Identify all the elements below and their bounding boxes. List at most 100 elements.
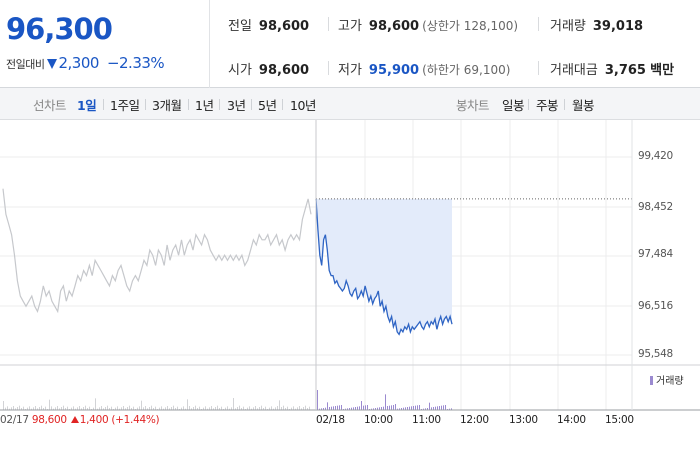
volume-bar bbox=[141, 400, 142, 410]
volume-bar bbox=[251, 408, 252, 410]
low-value: 95,900 bbox=[368, 63, 420, 78]
volume-bar bbox=[445, 405, 446, 410]
volume-bar bbox=[193, 407, 194, 410]
volume-bar bbox=[37, 408, 38, 410]
candle-chart-label: 봉차트 bbox=[456, 98, 490, 113]
volume-bar bbox=[439, 406, 440, 410]
volume-bar bbox=[263, 408, 264, 410]
volume-bar bbox=[435, 406, 436, 410]
divider bbox=[251, 99, 252, 110]
tab-weekly-candle[interactable]: 주봉 bbox=[536, 98, 559, 113]
volume-bar bbox=[309, 406, 310, 410]
volume-bar bbox=[287, 406, 288, 410]
x-tick-label: 13:00 bbox=[509, 414, 538, 426]
x-tick-label: 15:00 bbox=[605, 414, 634, 426]
volume-bar bbox=[241, 408, 242, 410]
tab-3m[interactable]: 3개월 bbox=[152, 98, 182, 113]
volume-bar bbox=[165, 407, 166, 410]
down-triangle-icon bbox=[47, 59, 58, 69]
trade-value: 3,765 bbox=[604, 63, 646, 78]
volume-bar bbox=[65, 408, 66, 410]
volume-bar bbox=[373, 408, 374, 410]
volume-bar bbox=[169, 408, 170, 410]
volume-bar bbox=[29, 406, 30, 410]
volume-bar bbox=[35, 406, 36, 410]
tab-10y[interactable]: 10년 bbox=[290, 98, 316, 113]
volume-bar bbox=[207, 408, 208, 410]
prev-day-change: 1,400 bbox=[79, 414, 109, 426]
volume-bar bbox=[443, 405, 444, 410]
volume-bar bbox=[111, 406, 112, 410]
volume-bar bbox=[217, 405, 218, 410]
volume-bar bbox=[161, 406, 162, 410]
tab-1d[interactable]: 1일 bbox=[77, 98, 97, 113]
volume-bar bbox=[405, 407, 406, 410]
tab-5y[interactable]: 5년 bbox=[258, 98, 277, 113]
tab-monthly-candle[interactable]: 월봉 bbox=[572, 98, 595, 113]
tab-1w[interactable]: 1주일 bbox=[110, 98, 140, 113]
volume-bar bbox=[393, 405, 394, 410]
tab-daily-candle[interactable]: 일봉 bbox=[502, 98, 525, 113]
volume-bar bbox=[61, 407, 62, 410]
open-cell: 시가 98,600 bbox=[228, 59, 309, 78]
volume-bar bbox=[271, 406, 272, 410]
volume-bar bbox=[377, 407, 378, 410]
divider bbox=[538, 17, 539, 31]
chart-frame bbox=[0, 120, 700, 411]
volume-bar bbox=[55, 407, 56, 410]
current-price-box: 96,300 전일대비 2,300 −2.33% bbox=[0, 0, 210, 88]
prev-close-label: 전일 bbox=[228, 19, 252, 34]
volume-bar bbox=[355, 407, 356, 410]
volume-bar bbox=[97, 408, 98, 410]
volume-bar bbox=[253, 407, 254, 410]
y-tick-label: 98,452 bbox=[638, 201, 673, 213]
lower-limit: (하한가 69,100) bbox=[422, 63, 511, 77]
prev-day-price: 98,600 bbox=[31, 414, 67, 426]
volume-bar bbox=[341, 405, 342, 410]
volume-bar bbox=[367, 405, 368, 410]
volume-bar bbox=[173, 405, 174, 410]
prev-day-price-line bbox=[2, 188, 312, 314]
trade-value-cell: 거래대금 3,765 백만 bbox=[550, 59, 674, 78]
x-tick-label: 12:00 bbox=[460, 414, 489, 426]
x-tick-label: 11:00 bbox=[412, 414, 441, 426]
volume-bar bbox=[243, 406, 244, 410]
volume-bar bbox=[71, 407, 72, 410]
high-value: 98,600 bbox=[368, 19, 420, 34]
volume-bar bbox=[401, 408, 402, 410]
volume-bar bbox=[203, 407, 204, 410]
volume-bar bbox=[123, 406, 124, 410]
tab-3y[interactable]: 3년 bbox=[227, 98, 246, 113]
volume-bar bbox=[399, 408, 400, 410]
volume-bar bbox=[211, 406, 212, 410]
divider bbox=[188, 99, 189, 110]
current-price: 96,300 bbox=[6, 12, 113, 46]
volume-bar bbox=[353, 407, 354, 410]
volume-bar bbox=[345, 408, 346, 410]
y-tick-label: 95,548 bbox=[638, 348, 673, 360]
volume-bar bbox=[233, 398, 234, 410]
volume-bar bbox=[379, 407, 380, 410]
volume-bar bbox=[153, 408, 154, 410]
volume-bar bbox=[391, 405, 392, 410]
volume-value: 39,018 bbox=[592, 19, 644, 34]
volume-bar bbox=[213, 408, 214, 410]
volume-cell: 거래량 39,018 bbox=[550, 15, 643, 34]
volume-bar bbox=[325, 407, 326, 410]
price-summary: 96,300 전일대비 2,300 −2.33% 전일 98,600 고가 98,600… bbox=[0, 0, 700, 88]
volume-bar bbox=[149, 407, 150, 410]
volume-bar bbox=[75, 408, 76, 410]
volume-bar bbox=[331, 406, 332, 410]
volume-bar bbox=[277, 406, 278, 410]
volume-bar bbox=[17, 407, 18, 410]
volume-bar bbox=[385, 394, 386, 410]
volume-bar bbox=[413, 406, 414, 410]
volume-bar bbox=[131, 408, 132, 410]
tab-1y[interactable]: 1년 bbox=[195, 98, 214, 113]
volume-bar bbox=[103, 408, 104, 410]
volume-bar bbox=[77, 407, 78, 410]
volume-bar bbox=[57, 406, 58, 410]
volume-bar bbox=[273, 408, 274, 410]
y-tick-label: 97,484 bbox=[638, 248, 673, 260]
volume-bar bbox=[441, 405, 442, 410]
